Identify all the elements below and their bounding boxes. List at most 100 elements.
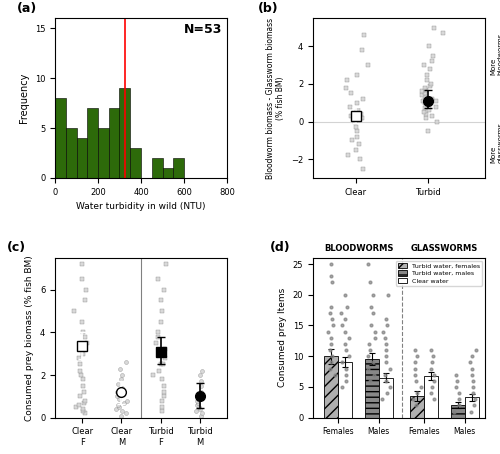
Point bbox=[196, 371, 203, 379]
Point bbox=[471, 395, 479, 403]
Point bbox=[196, 412, 204, 419]
Point bbox=[418, 92, 426, 99]
Point bbox=[197, 378, 205, 385]
Point bbox=[118, 408, 126, 415]
Point bbox=[158, 376, 166, 383]
Point bbox=[426, 65, 434, 73]
Point bbox=[115, 395, 123, 402]
Point bbox=[358, 46, 366, 54]
Point bbox=[420, 62, 428, 69]
Point bbox=[382, 359, 390, 366]
Point bbox=[122, 410, 130, 417]
Point bbox=[364, 353, 372, 360]
Point bbox=[162, 261, 170, 268]
Point bbox=[114, 401, 122, 409]
Point bbox=[196, 405, 204, 413]
Point bbox=[411, 346, 419, 354]
Bar bbox=[55, 98, 66, 178]
Point bbox=[327, 334, 335, 341]
Point bbox=[428, 95, 436, 103]
Point bbox=[79, 408, 87, 415]
Point bbox=[370, 310, 378, 317]
Point bbox=[154, 276, 162, 283]
Point bbox=[195, 404, 203, 411]
Point bbox=[159, 361, 167, 368]
Point bbox=[80, 382, 88, 390]
Point bbox=[342, 328, 349, 335]
Point bbox=[194, 395, 202, 402]
Point bbox=[468, 371, 476, 378]
Point bbox=[70, 307, 78, 315]
Point bbox=[386, 365, 394, 372]
Point bbox=[80, 399, 88, 406]
Bar bbox=[424, 376, 438, 418]
Bar bbox=[130, 148, 141, 178]
Point bbox=[430, 377, 438, 385]
Point bbox=[194, 399, 202, 406]
Point bbox=[357, 110, 365, 118]
Point bbox=[420, 105, 428, 112]
Point bbox=[430, 24, 438, 31]
Y-axis label: Consumed prey biomass (% fish BM): Consumed prey biomass (% fish BM) bbox=[26, 255, 35, 421]
Point bbox=[428, 359, 436, 366]
Point bbox=[158, 307, 166, 315]
Point bbox=[419, 97, 427, 104]
Point bbox=[76, 361, 84, 368]
Point bbox=[354, 133, 362, 140]
Bar bbox=[76, 138, 88, 178]
Point bbox=[82, 297, 90, 304]
Point bbox=[450, 408, 458, 415]
Point bbox=[160, 346, 168, 353]
Point bbox=[370, 371, 378, 378]
Point bbox=[364, 62, 372, 69]
Point bbox=[346, 334, 354, 341]
Point bbox=[427, 365, 435, 372]
Point bbox=[197, 389, 205, 396]
Point bbox=[326, 346, 334, 354]
Point bbox=[383, 322, 391, 329]
Point bbox=[428, 112, 436, 119]
Y-axis label: Consumed prey Items: Consumed prey Items bbox=[278, 288, 287, 387]
Point bbox=[76, 367, 84, 375]
Point bbox=[198, 367, 206, 375]
Point bbox=[468, 365, 475, 372]
Point bbox=[160, 393, 168, 400]
Point bbox=[424, 107, 432, 114]
Point bbox=[118, 384, 126, 391]
Point bbox=[422, 110, 430, 118]
Point bbox=[81, 333, 89, 340]
Point bbox=[382, 316, 390, 323]
Point bbox=[80, 389, 88, 396]
Point bbox=[82, 340, 90, 347]
Point bbox=[452, 371, 460, 378]
Point bbox=[432, 118, 440, 125]
Point bbox=[330, 371, 338, 378]
Point bbox=[432, 97, 440, 104]
Point bbox=[120, 399, 128, 406]
Text: BLOODWORMS: BLOODWORMS bbox=[324, 244, 393, 253]
Point bbox=[156, 350, 164, 357]
Point bbox=[160, 355, 168, 362]
Point bbox=[158, 404, 166, 411]
Point bbox=[113, 393, 121, 400]
Point bbox=[432, 103, 440, 110]
Point bbox=[382, 346, 390, 354]
Bar bbox=[174, 158, 184, 178]
Y-axis label: Frequency: Frequency bbox=[19, 73, 29, 123]
Text: (b): (b) bbox=[258, 2, 278, 15]
Bar bbox=[338, 362, 352, 418]
Point bbox=[411, 365, 419, 372]
Bar bbox=[109, 108, 120, 178]
Point bbox=[326, 310, 334, 317]
Point bbox=[422, 94, 430, 101]
Point bbox=[472, 346, 480, 354]
Point bbox=[456, 395, 464, 403]
Point bbox=[469, 383, 477, 390]
Point bbox=[366, 346, 374, 354]
Point bbox=[413, 390, 421, 397]
Bar bbox=[379, 378, 393, 418]
Point bbox=[412, 377, 420, 385]
Y-axis label: Bloodworm biomass - Glassworm biomass
(% fish BM): Bloodworm biomass - Glassworm biomass (%… bbox=[266, 18, 285, 178]
Point bbox=[114, 380, 122, 387]
Point bbox=[422, 99, 430, 106]
